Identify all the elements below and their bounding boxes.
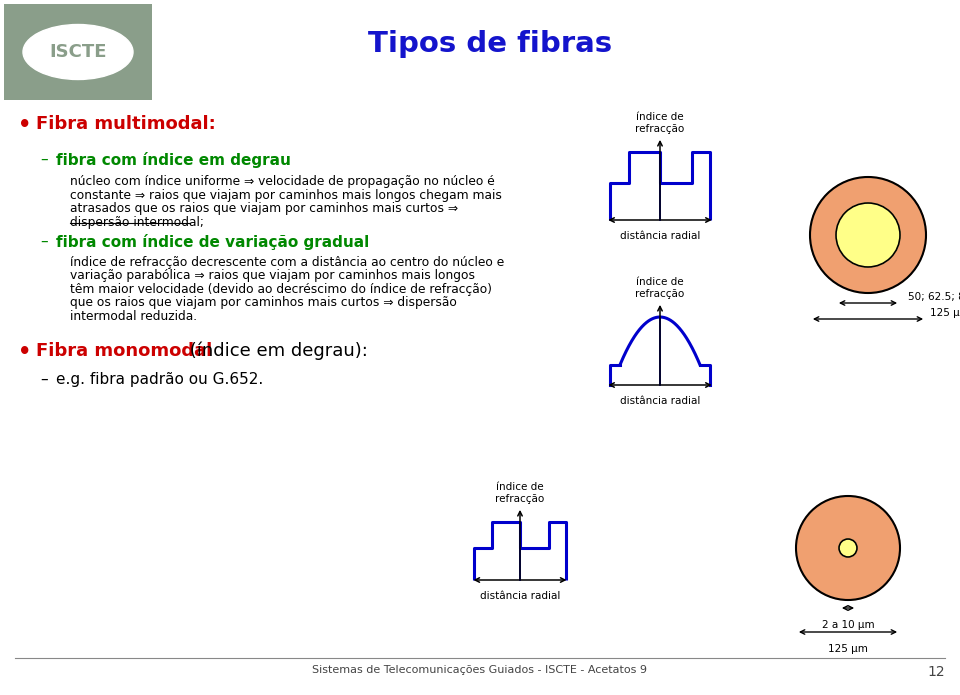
Text: Fibra monomodal: Fibra monomodal <box>36 342 212 360</box>
Text: atrasados que os raios que viajam por caminhos mais curtos ⇒: atrasados que os raios que viajam por ca… <box>70 202 458 215</box>
Text: e.g. fibra padrão ou G.652.: e.g. fibra padrão ou G.652. <box>56 372 263 386</box>
Circle shape <box>836 203 900 267</box>
Text: 125 μm: 125 μm <box>930 308 960 318</box>
Text: 2 a 10 μm: 2 a 10 μm <box>822 620 875 630</box>
Text: ISCTE: ISCTE <box>49 43 107 61</box>
Text: 50; 62.5; 85 μm: 50; 62.5; 85 μm <box>908 292 960 302</box>
Ellipse shape <box>23 24 133 79</box>
Text: constante ⇒ raios que viajam por caminhos mais longos chegam mais: constante ⇒ raios que viajam por caminho… <box>70 188 502 202</box>
Text: –: – <box>40 372 48 386</box>
FancyBboxPatch shape <box>4 4 152 100</box>
Text: fibra com índice em degrau: fibra com índice em degrau <box>56 152 291 168</box>
Text: distância radial: distância radial <box>620 396 700 406</box>
Text: Fibra multimodal:: Fibra multimodal: <box>36 115 216 133</box>
Text: Tipos de fibras: Tipos de fibras <box>368 30 612 58</box>
Text: 125 μm: 125 μm <box>828 644 868 654</box>
Text: índice de
refracção: índice de refracção <box>636 277 684 299</box>
Text: núcleo com índice uniforme ⇒ velocidade de propagação no núcleo é: núcleo com índice uniforme ⇒ velocidade … <box>70 175 494 188</box>
Text: Sistemas de Telecomunicações Guiados - ISCTE - Acetatos 9: Sistemas de Telecomunicações Guiados - I… <box>313 665 647 675</box>
Text: •: • <box>18 342 32 362</box>
Circle shape <box>839 539 857 557</box>
Circle shape <box>796 496 900 600</box>
Text: índice de
refracção: índice de refracção <box>495 482 544 504</box>
Text: que os raios que viajam por caminhos mais curtos ⇒ dispersão: que os raios que viajam por caminhos mai… <box>70 297 457 309</box>
Text: variação parabólica ⇒ raios que viajam por caminhos mais longos: variação parabólica ⇒ raios que viajam p… <box>70 269 475 282</box>
Text: distância radial: distância radial <box>620 231 700 241</box>
Text: têm maior velocidade (devido ao decréscimo do índice de refracção): têm maior velocidade (devido ao decrésci… <box>70 283 492 296</box>
Text: índice de refracção decrescente com a distância ao centro do núcleo e: índice de refracção decrescente com a di… <box>70 256 504 268</box>
Text: fibra com índice de variação gradual: fibra com índice de variação gradual <box>56 234 370 250</box>
Text: –: – <box>40 152 48 167</box>
Text: (índice em degrau):: (índice em degrau): <box>184 342 368 360</box>
Text: distância radial: distância radial <box>480 591 561 601</box>
Circle shape <box>810 177 926 293</box>
Text: •: • <box>18 115 32 135</box>
Text: 12: 12 <box>927 665 945 679</box>
Text: intermodal reduzida.: intermodal reduzida. <box>70 310 197 323</box>
Text: –: – <box>40 234 48 249</box>
Text: dispersão intermodal;: dispersão intermodal; <box>70 216 204 229</box>
Text: índice de
refracção: índice de refracção <box>636 113 684 134</box>
